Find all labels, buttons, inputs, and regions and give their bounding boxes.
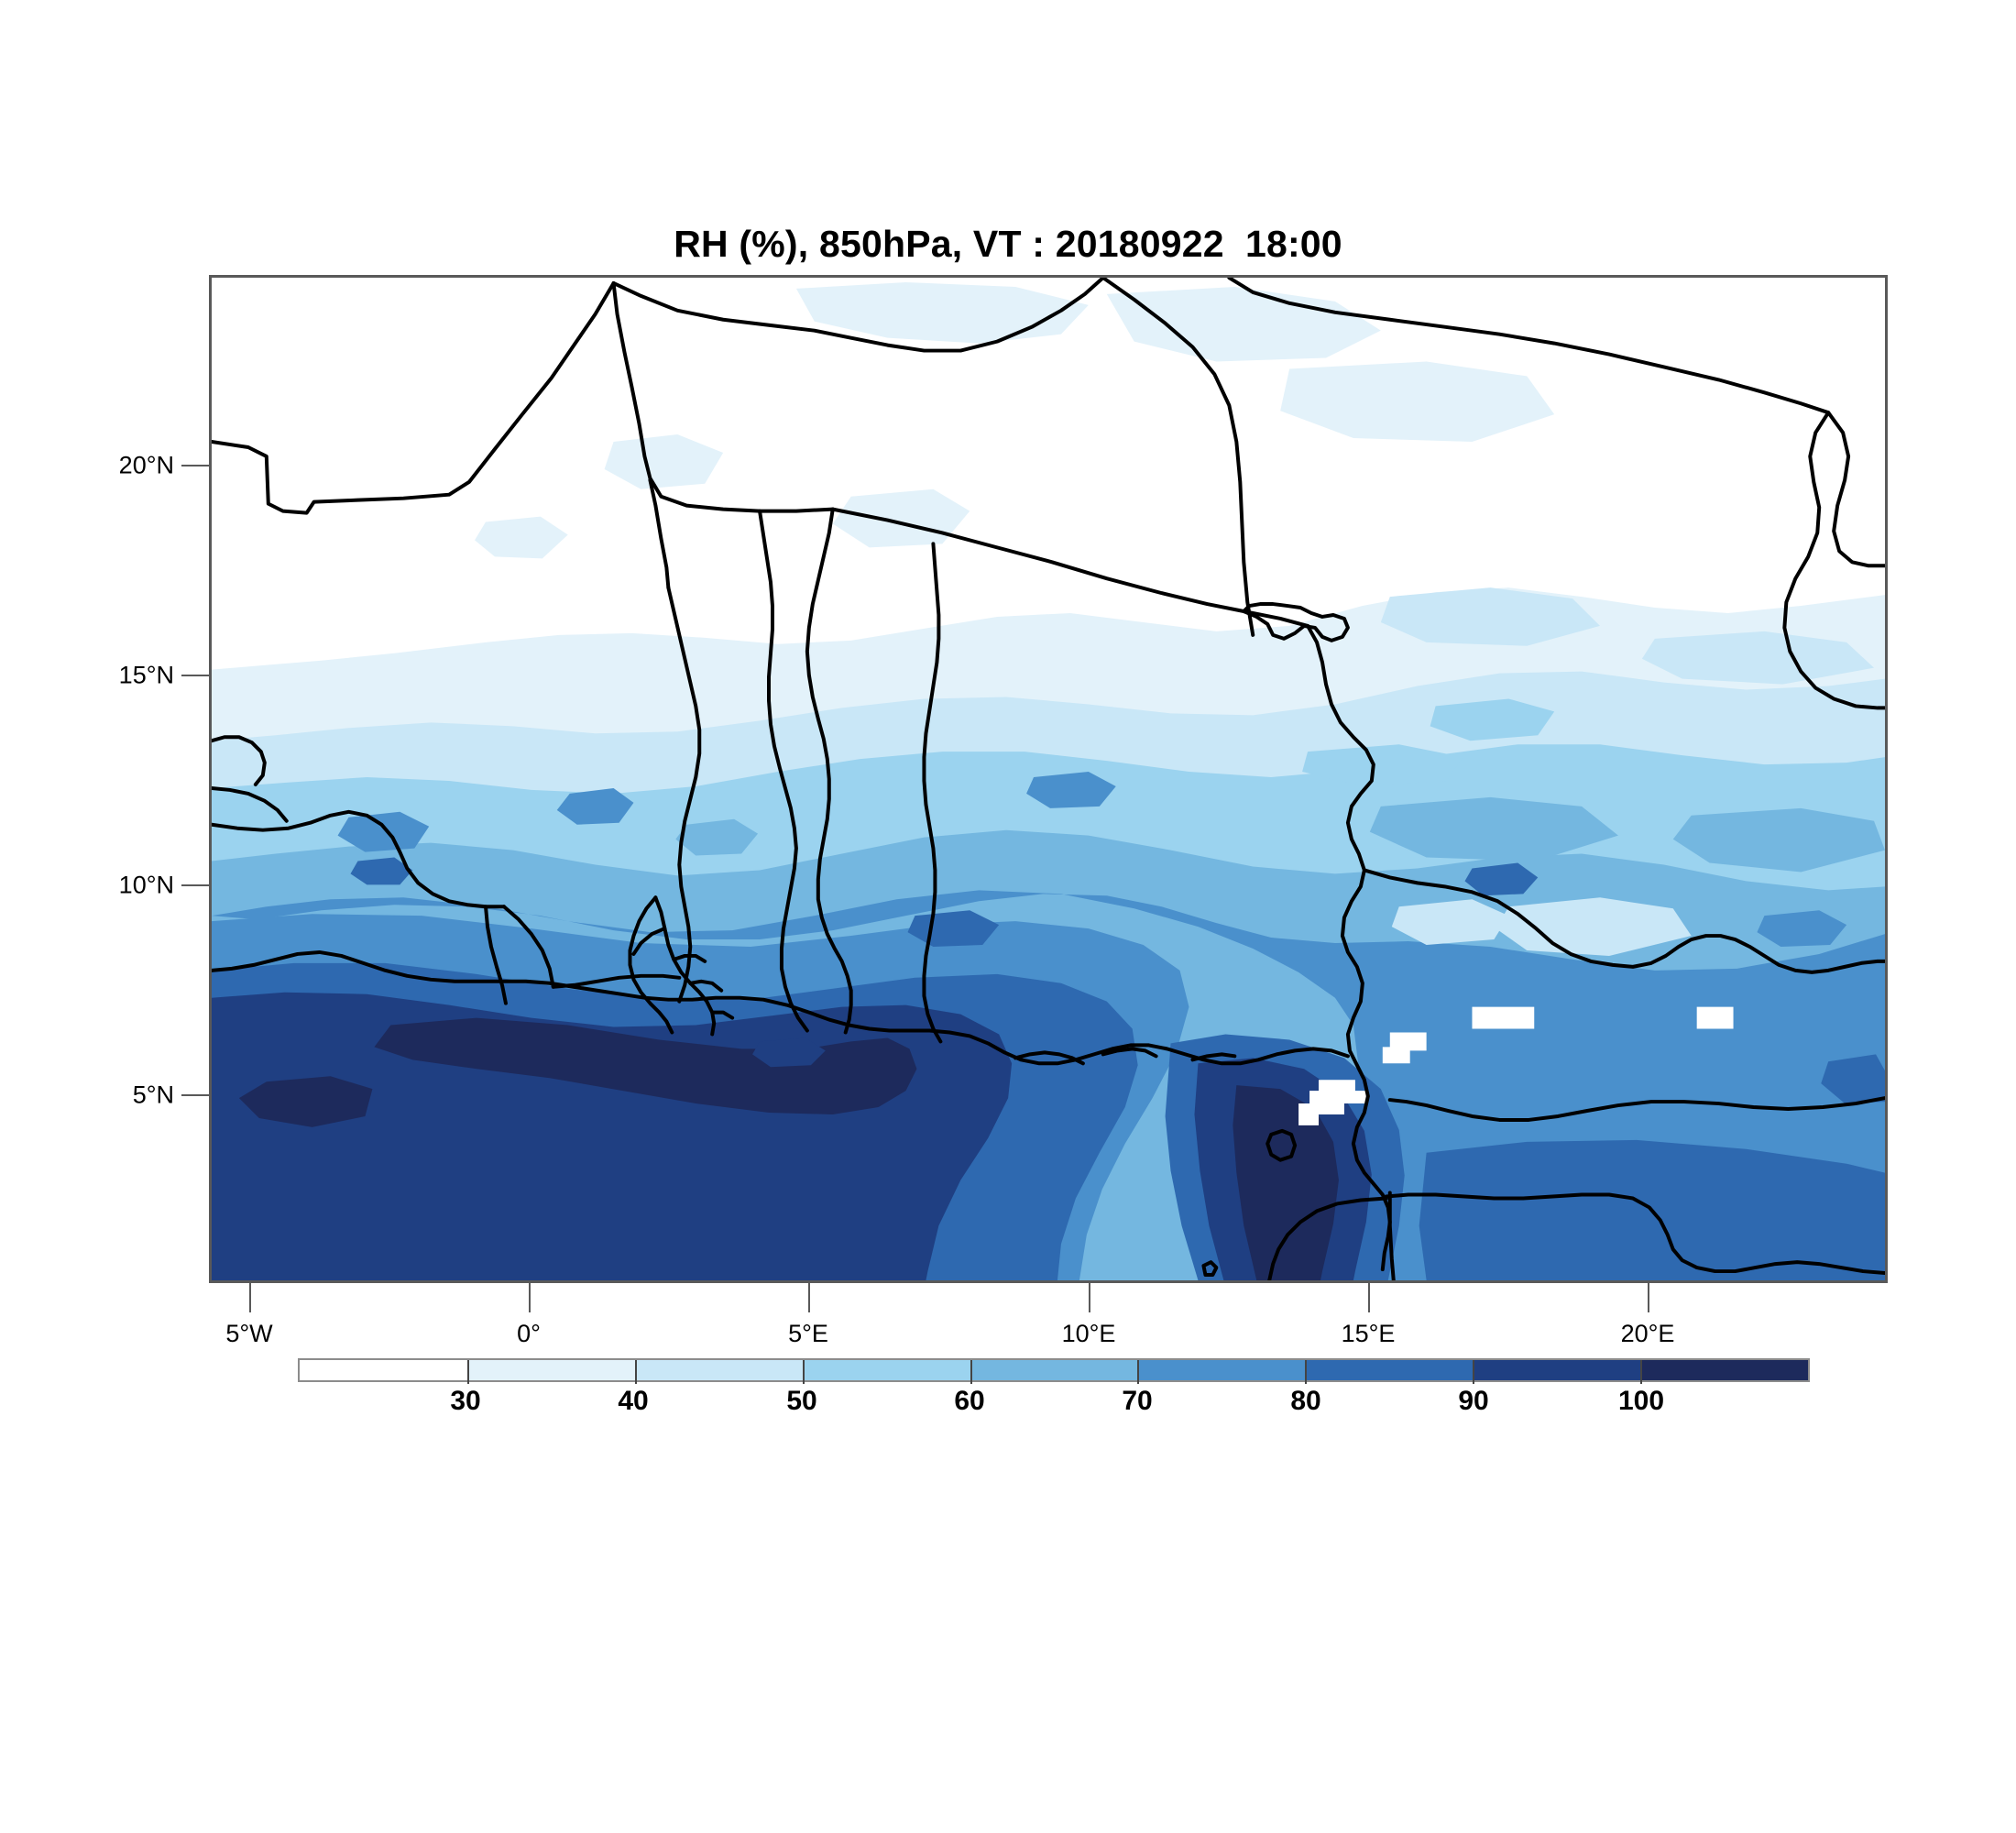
colorbar-tick-100: 100	[1617, 1386, 1665, 1416]
colorbar-separator	[1305, 1360, 1308, 1384]
colorbar-cell-8	[1640, 1360, 1809, 1380]
ytick-mark-20n	[181, 465, 211, 466]
xtick-mark-0	[529, 1283, 531, 1312]
rh-contour-map	[212, 278, 1885, 1280]
ytick-label-20n: 20°N	[118, 451, 174, 479]
colorbar-cell-1	[466, 1360, 635, 1380]
xtick-mark-5w	[249, 1283, 251, 1312]
colorbar-separator	[1137, 1360, 1140, 1384]
colorbar-separator	[1473, 1360, 1475, 1384]
colorbar-tick-40: 40	[618, 1386, 649, 1416]
xtick-mark-10e	[1089, 1283, 1090, 1312]
xtick-mark-15e	[1368, 1283, 1370, 1312]
colorbar[interactable]	[298, 1358, 1810, 1382]
xtick-label-0: 0°	[517, 1320, 541, 1347]
colorbar-separator	[970, 1360, 972, 1384]
colorbar-tick-70: 70	[1122, 1386, 1153, 1416]
colorbar-tick-60: 60	[954, 1386, 985, 1416]
colorbar-cell-4	[970, 1360, 1138, 1380]
colorbar-tick-50: 50	[786, 1386, 817, 1416]
colorbar-tick-30: 30	[450, 1386, 481, 1416]
colorbar-tick-90: 90	[1458, 1386, 1489, 1416]
ytick-mark-10n	[181, 884, 211, 886]
colorbar-separator	[802, 1360, 805, 1384]
ytick-label-5n: 5°N	[132, 1081, 174, 1109]
xtick-label-10e: 10°E	[1061, 1320, 1116, 1347]
colorbar-separator	[634, 1360, 637, 1384]
xtick-mark-5e	[808, 1283, 810, 1312]
ytick-mark-5n	[181, 1094, 211, 1096]
xtick-mark-20e	[1648, 1283, 1649, 1312]
xtick-label-5e: 5°E	[788, 1320, 828, 1347]
colorbar-cell-7	[1473, 1360, 1641, 1380]
colorbar-cell-0	[300, 1360, 467, 1380]
xtick-label-5w: 5°W	[225, 1320, 273, 1347]
colorbar-separator	[1640, 1360, 1643, 1384]
ytick-label-10n: 10°N	[118, 871, 174, 899]
map-plot-area[interactable]	[209, 275, 1888, 1283]
page-title: RH (%), 850hPa, VT : 20180922 18:00	[674, 223, 1342, 265]
ytick-mark-15n	[181, 675, 211, 676]
xtick-label-20e: 20°E	[1620, 1320, 1675, 1347]
ytick-label-15n: 15°N	[118, 661, 174, 689]
colorbar-cell-2	[634, 1360, 803, 1380]
colorbar-separator	[466, 1360, 469, 1384]
coastline-layer	[212, 278, 1885, 1280]
xtick-label-15e: 15°E	[1341, 1320, 1396, 1347]
colorbar-cell-3	[802, 1360, 970, 1380]
colorbar-tick-80: 80	[1290, 1386, 1321, 1416]
colorbar-cell-6	[1305, 1360, 1474, 1380]
colorbar-cell-5	[1137, 1360, 1306, 1380]
